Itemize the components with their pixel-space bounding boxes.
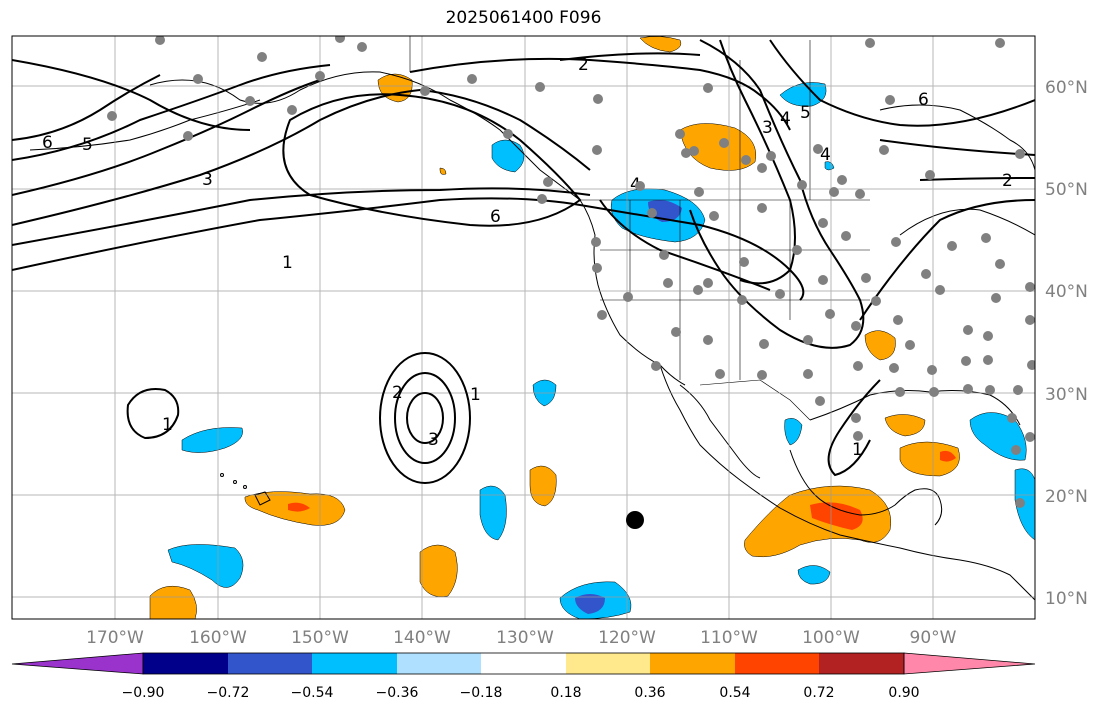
longitude-tick-label: 140°W <box>393 628 451 648</box>
longitude-tick-label: 90°W <box>910 628 957 648</box>
contour-label: 1 <box>470 385 481 405</box>
positive-anomaly-region <box>639 36 682 53</box>
location-marker <box>626 511 644 529</box>
contour-label: 2 <box>1002 171 1013 191</box>
contour-label: 1 <box>852 440 863 460</box>
contour-label: 3 <box>202 170 213 190</box>
contour-label: 3 <box>762 118 773 138</box>
colorbar-tick-label: 0.54 <box>719 685 750 701</box>
station-markers <box>107 36 1035 508</box>
strong-positive-core <box>810 502 863 530</box>
contour-label: 1 <box>162 415 173 435</box>
negative-anomaly-region <box>479 485 507 541</box>
negative-core <box>575 594 605 614</box>
contour-label: 2 <box>578 55 589 75</box>
longitude-tick-label: 100°W <box>802 628 860 648</box>
positive-anomaly-region <box>149 585 197 619</box>
colorbar-segment <box>481 653 566 674</box>
colorbar-tick-label: 0.90 <box>888 685 919 701</box>
map-title: 2025061400 F096 <box>445 8 602 28</box>
shaded-fields <box>149 36 1035 619</box>
colorbar-extend-max <box>903 652 1036 675</box>
colorbar-segment <box>228 653 312 674</box>
positive-anomaly-region <box>529 465 557 507</box>
colorbar-tick-label: −0.72 <box>207 685 250 701</box>
colorbar-tick-label: 0.36 <box>634 685 665 701</box>
contour-label: 1 <box>282 253 293 273</box>
latitude-tick-label: 20°N <box>1045 487 1088 507</box>
contour-label: 3 <box>428 430 439 450</box>
colorbar-tick-label: −0.54 <box>291 685 334 701</box>
negative-anomaly-region <box>797 565 831 585</box>
colorbar-tick-label: 0.18 <box>550 685 581 701</box>
contour-label: 2 <box>392 383 403 403</box>
latitude-tick-label: 10°N <box>1045 589 1088 609</box>
longitude-tick-label: 110°W <box>700 628 758 648</box>
longitude-tick-label: 130°W <box>496 628 554 648</box>
longitude-tick-label: 150°W <box>291 628 349 648</box>
latitude-tick-label: 60°N <box>1045 78 1088 98</box>
colorbar-segment <box>566 653 650 674</box>
longitude-tick-label: 170°W <box>86 628 144 648</box>
latitude-tick-label: 30°N <box>1045 385 1088 405</box>
positive-anomaly-region <box>377 73 413 103</box>
colorbar-segment <box>143 653 228 674</box>
colorbar-segment <box>735 653 819 674</box>
contour-label: 4 <box>780 109 791 129</box>
negative-anomaly-region <box>1014 468 1035 541</box>
contour-label: 6 <box>42 133 53 153</box>
contour-lines <box>12 39 1035 484</box>
negative-anomaly-region <box>784 418 803 446</box>
strong-positive-core <box>288 502 310 512</box>
negative-anomaly-region <box>779 82 827 107</box>
colorbar: −0.90 −0.72 −0.54 −0.36 −0.18 0.18 0.36 … <box>11 652 1036 701</box>
contour-label: 6 <box>918 90 929 110</box>
colorbar-segment <box>819 653 904 674</box>
colorbar-tick-label: 0.72 <box>803 685 834 701</box>
colorbar-extend-min <box>11 652 144 675</box>
colorbar-segment <box>397 653 481 674</box>
latitude-tick-label: 40°N <box>1045 282 1088 302</box>
contour-label: 4 <box>820 145 831 165</box>
positive-anomaly-region <box>899 441 960 477</box>
positive-anomaly-region <box>679 123 757 171</box>
strong-positive-core <box>940 450 956 462</box>
contour-label: 5 <box>800 103 811 123</box>
colorbar-tick-label: −0.90 <box>122 685 165 701</box>
latitude-ticks: 60°N 50°N 40°N 30°N 20°N 10°N <box>1045 78 1088 609</box>
political-borders <box>409 36 870 421</box>
latitude-tick-label: 50°N <box>1045 180 1088 200</box>
negative-core <box>648 200 682 222</box>
colorbar-segment <box>650 653 735 674</box>
positive-anomaly-region <box>864 330 896 361</box>
colorbar-tick-label: −0.36 <box>376 685 419 701</box>
map-frame <box>11 35 1036 620</box>
longitude-tick-label: 120°W <box>598 628 656 648</box>
contour-label: 6 <box>490 207 501 227</box>
positive-anomaly-region <box>744 485 892 558</box>
colorbar-tick-label: −0.18 <box>460 685 503 701</box>
colorbar-frame <box>142 652 905 675</box>
negative-anomaly-region <box>824 161 835 171</box>
longitude-tick-label: 160°W <box>189 628 247 648</box>
colorbar-segment <box>312 653 397 674</box>
negative-anomaly-region <box>491 139 525 173</box>
longitude-ticks: 170°W 160°W 150°W 140°W 130°W 120°W 110°… <box>86 628 957 648</box>
positive-anomaly-region <box>419 544 458 597</box>
negative-anomaly-region <box>167 544 244 588</box>
negative-anomaly-region <box>181 427 243 453</box>
small-positive-region <box>439 167 447 175</box>
contour-label-group: 2 6 5 3 4 3 4 5 6 2 4 6 1 2 3 1 1 1 <box>42 55 1013 460</box>
contour-label: 5 <box>82 135 93 155</box>
positive-anomaly-region <box>884 414 926 437</box>
